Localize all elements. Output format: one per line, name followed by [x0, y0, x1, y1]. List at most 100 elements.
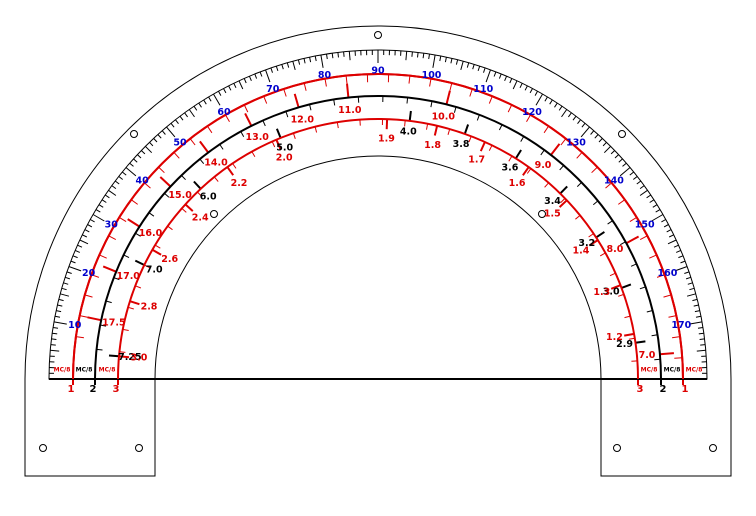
degree-tick [53, 328, 58, 329]
degree-tick [50, 350, 59, 351]
degree-tick [681, 261, 686, 263]
degree-tick [656, 210, 660, 213]
degree-tick [52, 339, 57, 340]
mc-tag: MC/8 [664, 367, 681, 374]
degree-tick [65, 277, 70, 279]
scale-1-minor-tick [80, 316, 88, 318]
degree-tick [56, 311, 61, 312]
degree-tick [234, 83, 236, 88]
scale-1-minor-tick [99, 255, 106, 258]
scale-3-label: 1.2 [606, 332, 623, 343]
degree-tick [633, 176, 637, 179]
degree-label: 100 [422, 70, 442, 81]
degree-tick [63, 283, 68, 285]
degree-tick [321, 55, 323, 68]
degree-tick [687, 294, 696, 296]
scale-1-tick [103, 266, 116, 271]
scale-2-tick [622, 284, 631, 288]
degree-tick [461, 61, 463, 70]
scale-1-tick [160, 177, 170, 187]
degree-tick [260, 72, 262, 77]
degree-tick [694, 305, 699, 306]
degree-tick [688, 283, 693, 285]
scale-1-minor-tick [674, 358, 682, 359]
degree-tick [102, 200, 106, 203]
degree-tick [109, 190, 116, 195]
degree-tick [298, 60, 299, 65]
scale-number: 1 [682, 384, 689, 395]
degree-tick [209, 97, 212, 101]
scale-3-label: 2.0 [276, 153, 293, 164]
degree-tick [664, 225, 668, 227]
scale-1-minor-tick [450, 83, 452, 91]
scale-3-label: 1.3 [593, 287, 610, 298]
scale-2-tick [410, 111, 411, 121]
plate-outline [25, 26, 731, 476]
scale-3-label: 2.6 [161, 254, 178, 265]
degree-tick [530, 89, 532, 93]
degree-tick [85, 230, 89, 232]
degree-tick [255, 74, 257, 79]
degree-tick [249, 76, 251, 81]
degree-label: 140 [604, 176, 624, 187]
degree-tick [185, 113, 188, 117]
scale-1-minor-tick [264, 96, 267, 103]
degree-tick [293, 61, 295, 70]
scale-2-tick [596, 232, 604, 238]
scale-3-label: 2.4 [192, 212, 209, 223]
degree-tick [581, 127, 589, 137]
scale-1-minor-tick [131, 200, 138, 205]
degree-tick [689, 288, 694, 289]
scale-2-tick [135, 261, 144, 265]
degree-tick [684, 272, 689, 274]
degree-tick [698, 328, 703, 329]
scale-arcs [73, 74, 683, 379]
scale-2-tick [516, 150, 521, 159]
degree-label: 110 [473, 84, 493, 95]
degree-tick [630, 172, 634, 175]
degree-tick [167, 127, 175, 137]
degree-label: 90 [371, 66, 385, 77]
degree-tick [423, 53, 424, 58]
scale-3-label: 1.6 [509, 178, 526, 189]
mount-hole [619, 131, 626, 138]
degree-tick [219, 91, 221, 95]
scale-1-tick [88, 317, 102, 320]
degree-tick [145, 146, 151, 152]
degree-tick [562, 110, 567, 117]
scale-3-label: 1.5 [544, 209, 561, 220]
degree-tick [418, 53, 419, 58]
degree-label: 10 [68, 320, 82, 331]
degree-tick [96, 210, 100, 213]
degree-tick [62, 288, 67, 289]
degree-tick [204, 100, 207, 104]
degree-tick [640, 190, 647, 195]
scale-number: 3 [637, 384, 644, 395]
scale-1-minor-tick [159, 167, 165, 173]
degree-tick [115, 181, 119, 184]
scale-1-tick [660, 353, 674, 354]
scale-3-tick [152, 250, 161, 255]
scale-1-label: 17.5 [102, 317, 125, 328]
degree-tick [271, 68, 273, 73]
scale-1-tick [128, 219, 140, 227]
degree-tick [349, 51, 350, 60]
scale-1-tick [295, 94, 299, 108]
scale-3-red-arc [118, 119, 638, 379]
scale-1-minor-tick [592, 167, 598, 173]
degree-tick [175, 120, 178, 124]
degree-tick [77, 245, 82, 247]
degree-tick [661, 220, 665, 222]
scale-1-tick [245, 113, 251, 126]
degree-tick [611, 151, 615, 154]
scale-1-minor-tick [618, 200, 625, 205]
mc-tag: MC/8 [641, 367, 658, 374]
scale-2-label: 3.8 [453, 139, 470, 150]
degree-tick [699, 333, 704, 334]
degree-tick [162, 131, 165, 135]
scale-3-label: 2.2 [231, 178, 248, 189]
mount-hole [614, 445, 621, 452]
scale-1-tick [347, 84, 348, 98]
